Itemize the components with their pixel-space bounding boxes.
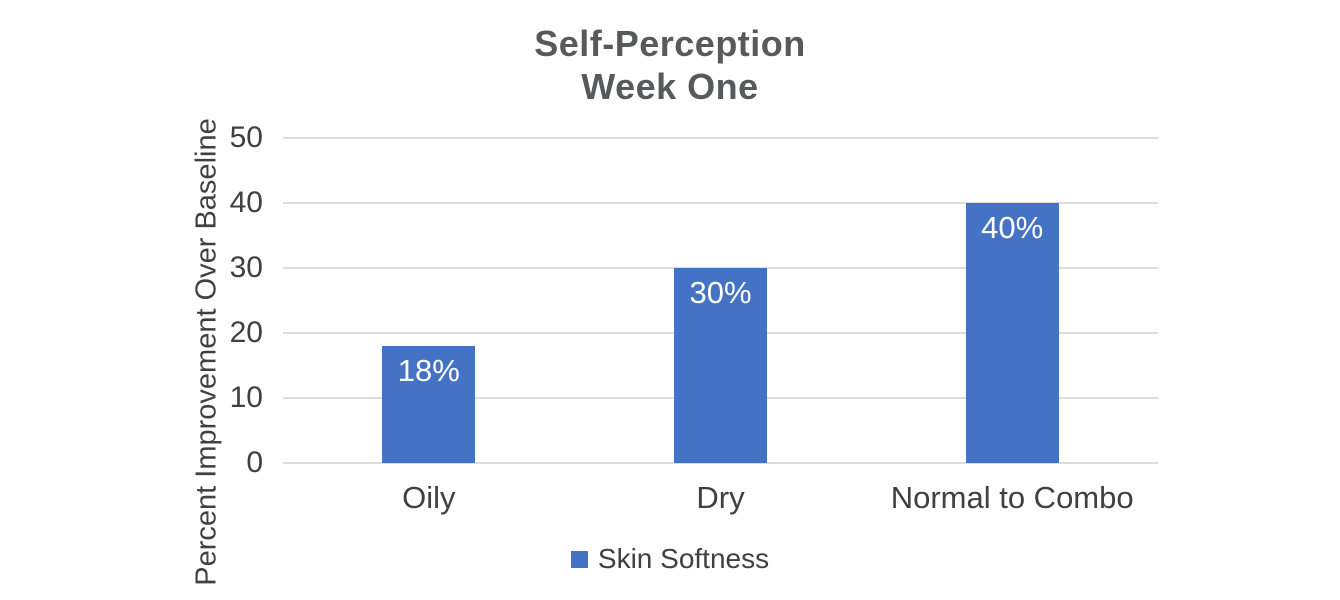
gridline bbox=[283, 202, 1158, 204]
bar: 30% bbox=[674, 268, 767, 463]
bar: 40% bbox=[965, 203, 1059, 463]
y-tick-label: 0 bbox=[246, 446, 263, 479]
legend: Skin Softness bbox=[0, 543, 1340, 575]
bar-value-label: 30% bbox=[689, 275, 752, 310]
y-tick-label: 40 bbox=[229, 186, 263, 219]
y-axis-title: Percent Improvement Over Baseline bbox=[190, 118, 223, 586]
category-label: Dry bbox=[696, 480, 745, 515]
bar-value-label: 18% bbox=[397, 353, 460, 388]
y-tick-label: 30 bbox=[229, 251, 263, 284]
y-tick-label: 50 bbox=[229, 121, 263, 154]
y-tick-label: 10 bbox=[229, 381, 263, 414]
category-label: Normal to Combo bbox=[890, 480, 1134, 515]
y-tick-label: 20 bbox=[229, 316, 263, 349]
gridline bbox=[283, 462, 1158, 464]
legend-swatch-icon bbox=[570, 550, 588, 568]
bar-value-label: 40% bbox=[981, 210, 1044, 245]
bar: 18% bbox=[382, 346, 476, 463]
chart-title: Self-Perception Week One bbox=[0, 22, 1340, 108]
category-label: Oily bbox=[402, 480, 456, 515]
legend-label: Skin Softness bbox=[597, 543, 770, 574]
gridline bbox=[283, 137, 1158, 139]
chart-title-line-1: Self-Perception bbox=[534, 23, 806, 64]
plot-area: 0 10 20 30 40 50 18% Oily 30% Dry 40% Normal to Com… bbox=[230, 121, 1158, 515]
chart-title-line-2: Week One bbox=[581, 66, 759, 107]
